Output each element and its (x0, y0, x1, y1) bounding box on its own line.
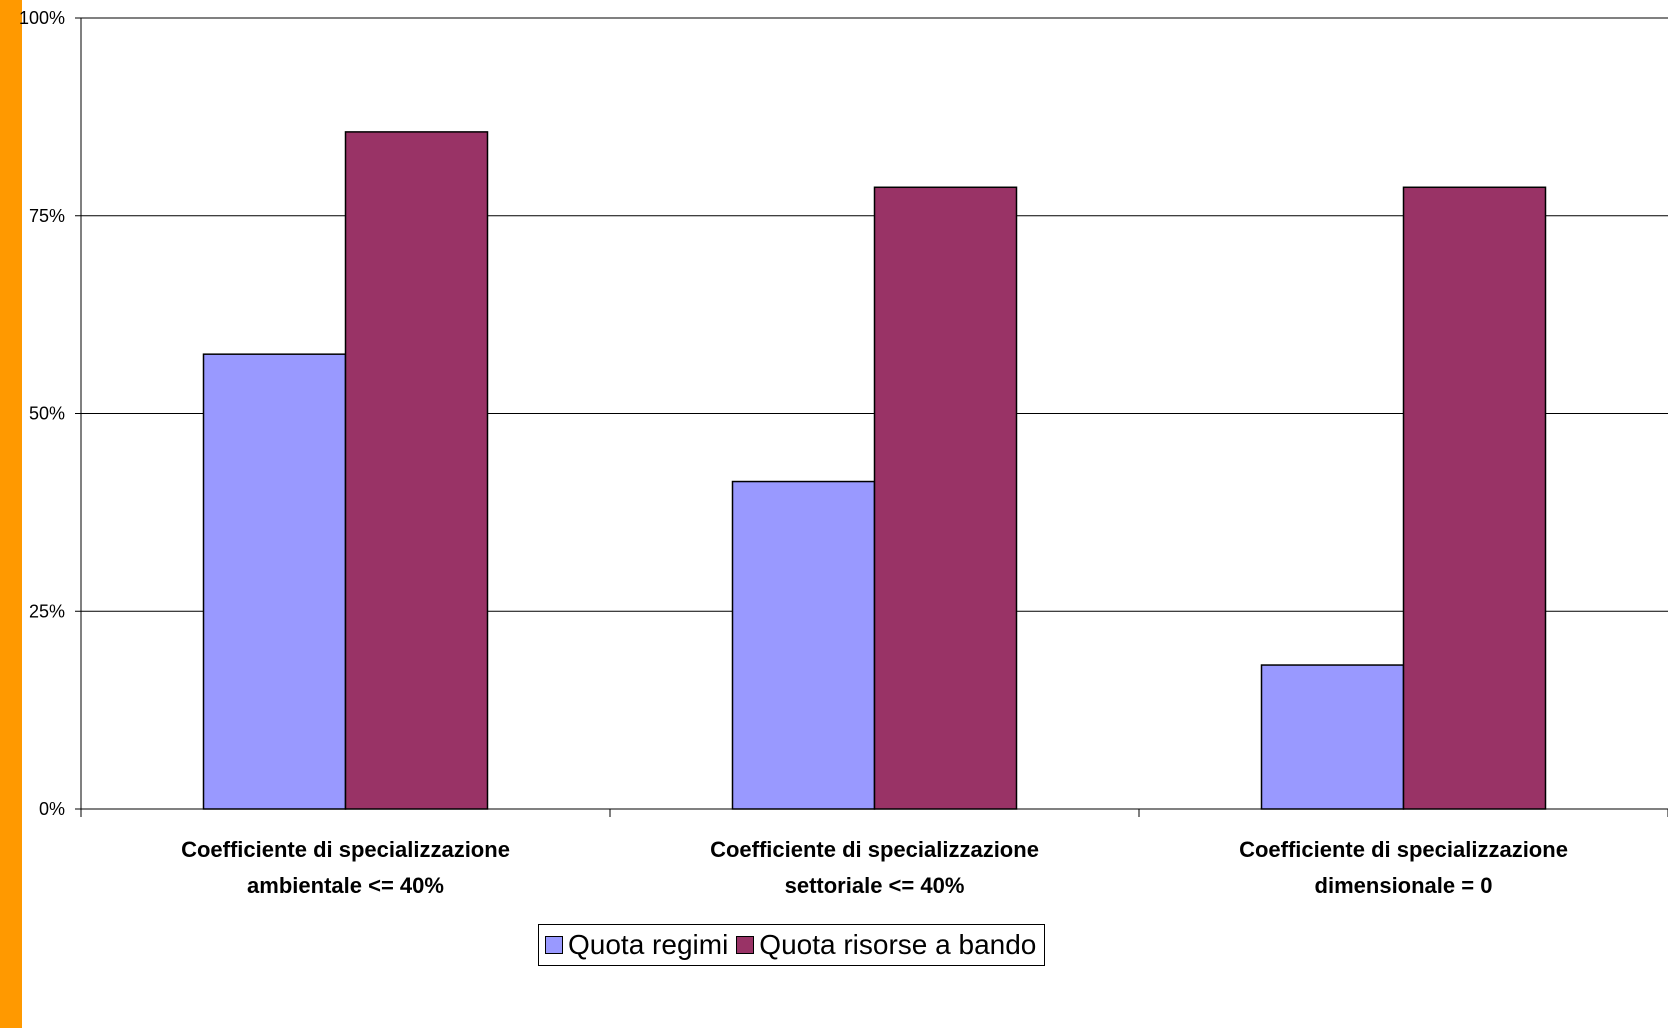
category-label: dimensionale = 0 (1315, 873, 1493, 898)
category-label: ambientale <= 40% (247, 873, 444, 898)
accent-bar (0, 0, 22, 1028)
legend-label-quota-risorse-a-bando: Quota risorse a bando (759, 929, 1037, 960)
bar-quota-regimi (731, 480, 876, 810)
y-tick-label: 75% (29, 206, 65, 226)
y-tick-label: 100% (19, 8, 65, 28)
legend-swatch-quota-regimi (545, 936, 563, 954)
category-label: Coefficiente di specializzazione (710, 837, 1039, 862)
legend-item-quota-risorse-a-bando: Quota risorse a bando (736, 929, 1036, 961)
bar-quota-risorse-a-bando (873, 186, 1018, 810)
bar-quota-regimi (1260, 664, 1405, 810)
y-tick-label: 0% (39, 799, 65, 819)
y-tick-label: 25% (29, 601, 65, 621)
category-label: Coefficiente di specializzazione (181, 837, 510, 862)
category-label: settoriale <= 40% (785, 873, 965, 898)
category-label: Coefficiente di specializzazione (1239, 837, 1568, 862)
legend-swatch-quota-risorse-a-bando (736, 936, 755, 954)
legend-item-quota-regimi: Quota regimi (545, 929, 728, 961)
bar-quota-risorse-a-bando (344, 131, 489, 810)
legend-label-quota-regimi: Quota regimi (568, 929, 729, 960)
legend: Quota regimi Quota risorse a bando (538, 924, 1046, 966)
bar-quota-risorse-a-bando (1402, 186, 1547, 810)
y-tick-label: 50% (29, 404, 65, 424)
bar-quota-regimi (202, 353, 347, 810)
